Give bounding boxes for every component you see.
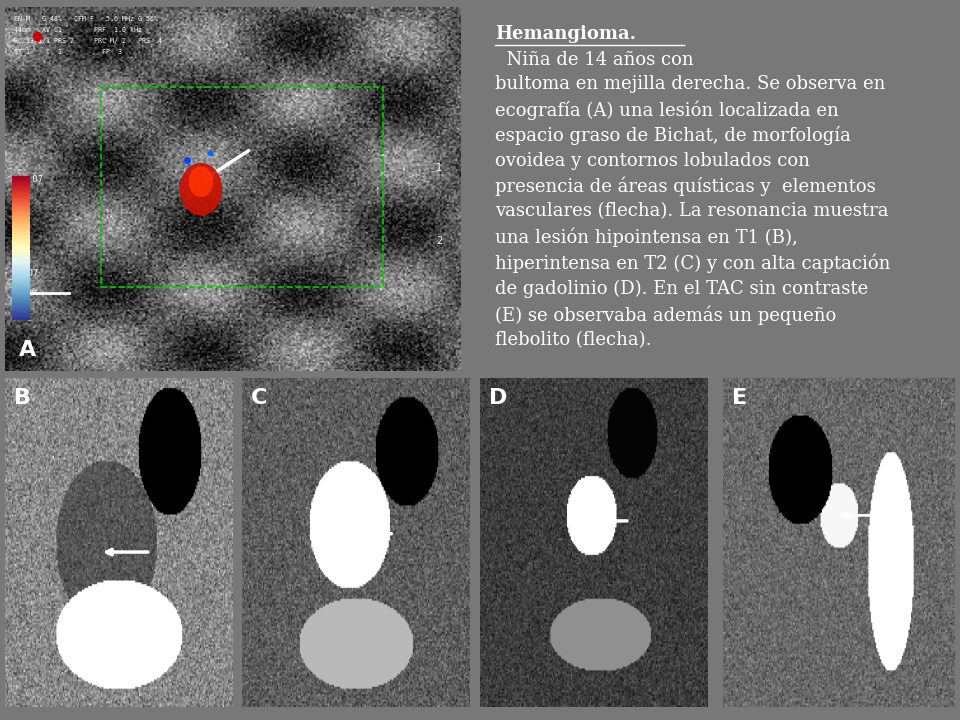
Text: Niña de 14 años con
bultoma en mejilla derecha. Se observa en
ecografía (A) una : Niña de 14 años con bultoma en mejilla d… (494, 51, 890, 348)
Polygon shape (189, 167, 212, 197)
Text: -.07: -.07 (23, 269, 39, 278)
Text: A: A (18, 340, 36, 360)
Polygon shape (180, 163, 222, 215)
Text: +.07: +.07 (23, 175, 43, 184)
Text: E: E (732, 388, 747, 408)
Text: D: D (490, 388, 508, 408)
Text: C: C (252, 388, 268, 408)
Text: Hemangioma.: Hemangioma. (494, 25, 636, 43)
Text: m/s: m/s (23, 287, 38, 297)
Text: ST 1    C  1          FP  3: ST 1 C 1 FP 3 (13, 49, 122, 55)
Bar (101, 87, 383, 287)
Text: 2: 2 (436, 235, 443, 246)
Text: 1: 1 (437, 163, 443, 173)
Text: B: B (14, 388, 31, 408)
Text: EN-M   G 48%   CFM F   5.6 MHz G 56%: EN-M G 48% CFM F 5.6 MHz G 56% (13, 17, 157, 22)
Text: RC 13/3/1 PRS 2     PRC M/ 2   PRS  4: RC 13/3/1 PRS 2 PRC M/ 2 PRS 4 (13, 38, 162, 44)
Text: 44mm   XV C1        PRF  1.0 kHz: 44mm XV C1 PRF 1.0 kHz (13, 27, 142, 33)
